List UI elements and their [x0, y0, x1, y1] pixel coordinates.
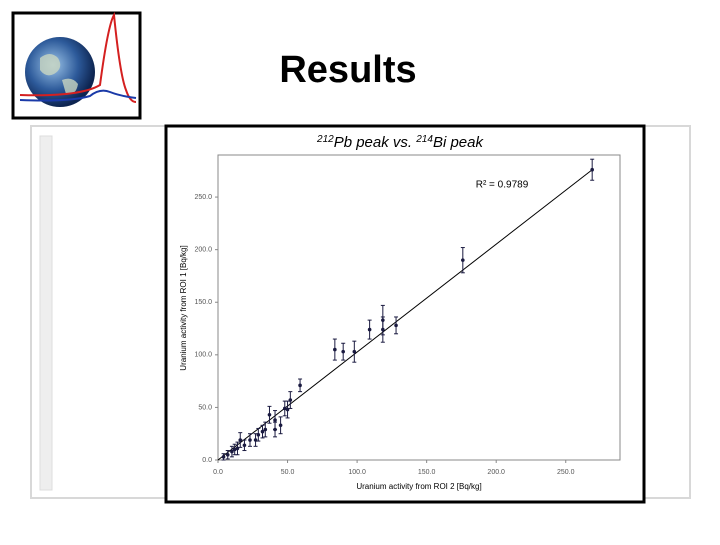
data-point: [285, 407, 290, 412]
data-point: [352, 349, 357, 354]
x-tick-label: 200.0: [487, 469, 505, 476]
data-point: [260, 429, 265, 434]
plot-area: [217, 154, 621, 461]
data-point: [282, 406, 287, 411]
data-point: [273, 418, 277, 422]
fit-line: [217, 169, 593, 461]
x-axis-label: Uranium activity from ROI 2 [Bq/kg]: [356, 482, 481, 491]
data-point: [461, 258, 465, 262]
y-axis-label: Uranium activity from ROI 1 [Bq/kg]: [179, 245, 188, 370]
data-point: [394, 323, 398, 328]
y-tick-label: 250.0: [194, 194, 212, 201]
chart-title: 212Pb peak vs. 214Bi peak: [316, 134, 484, 151]
title-superscript: 212: [316, 134, 334, 145]
frame-decoration: [39, 135, 53, 491]
data-point: [238, 438, 243, 442]
data-point: [367, 327, 372, 332]
y-tick-label: 0.0: [202, 457, 212, 464]
title-superscript: 214: [415, 134, 433, 145]
data-point: [232, 447, 237, 452]
data-point: [242, 443, 247, 448]
y-tick-label: 100.0: [194, 352, 212, 359]
chart-frame: [164, 124, 646, 504]
x-tick-label: 100.0: [348, 469, 366, 476]
data-point: [267, 412, 272, 417]
data-point: [341, 349, 345, 354]
data-point: [230, 449, 234, 454]
data-point: [278, 423, 283, 428]
data-point: [381, 327, 385, 332]
title-text: Pb peak vs.: [334, 134, 417, 151]
y-tick-label: 200.0: [194, 246, 212, 253]
data-point: [248, 438, 252, 442]
data-point: [590, 167, 594, 172]
data-point: [263, 427, 268, 432]
data-point: [333, 347, 337, 352]
data-point: [253, 438, 258, 442]
y-tick-label: 50.0: [198, 404, 212, 411]
data-point: [225, 452, 230, 457]
data-point: [298, 383, 302, 388]
y-tick-label: 150.0: [194, 299, 212, 306]
data-point: [221, 455, 226, 459]
slide-title: Results: [279, 49, 416, 91]
title-text: Bi peak: [433, 134, 485, 151]
annotation: R² = 0.9789: [476, 180, 529, 191]
x-tick-label: 150.0: [418, 469, 436, 476]
x-tick-label: 250.0: [557, 469, 575, 476]
logo: [11, 11, 142, 120]
x-tick-label: 50.0: [281, 469, 295, 476]
x-tick-label: 0.0: [213, 469, 223, 476]
data-point: [273, 427, 277, 432]
